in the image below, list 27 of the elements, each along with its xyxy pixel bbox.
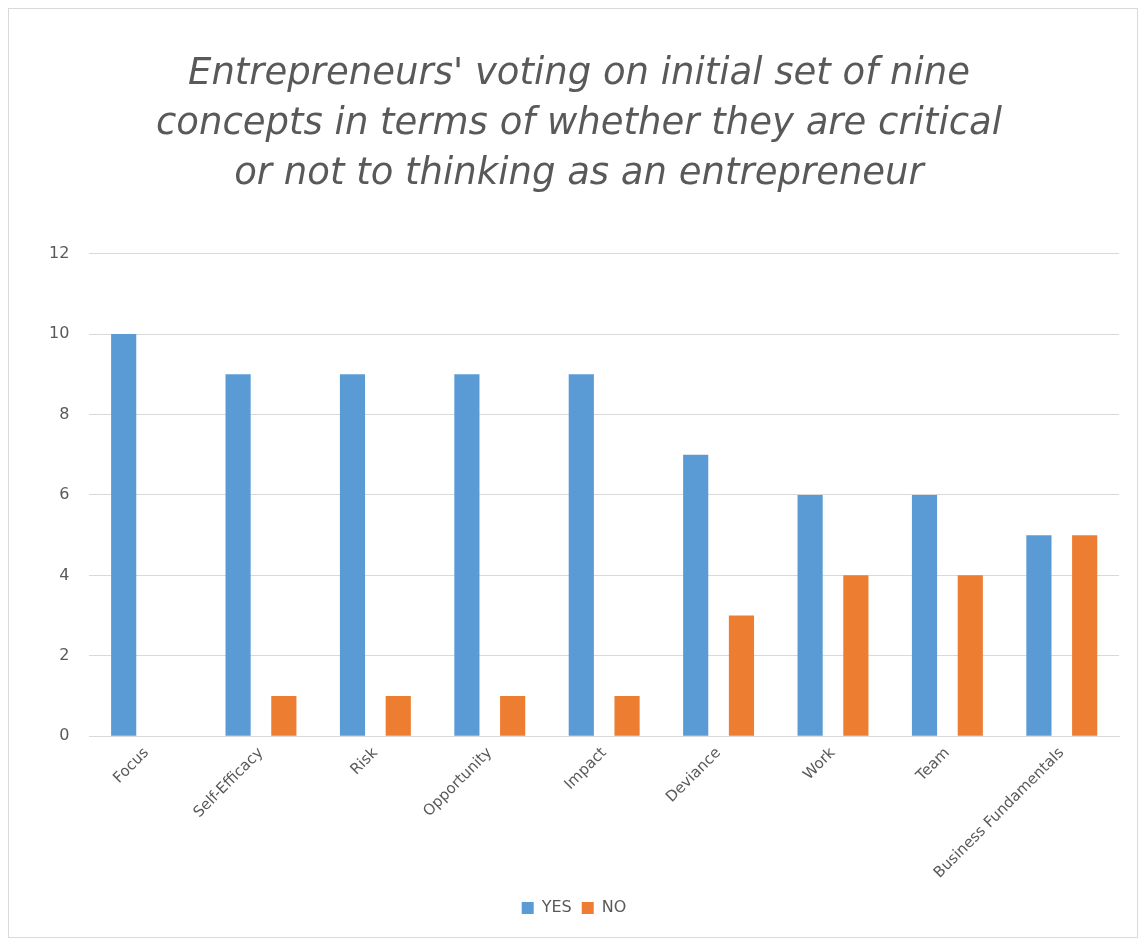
bar (728, 615, 755, 736)
bar (500, 696, 526, 736)
legend-label: NO (601, 897, 627, 917)
bar (225, 374, 251, 736)
bar (271, 696, 297, 736)
y-tick-label: 0 (59, 725, 70, 745)
bar (568, 374, 594, 736)
y-tick-label: 2 (59, 644, 70, 664)
bar (339, 374, 366, 736)
y-tick-label: 8 (59, 403, 70, 423)
bar (111, 334, 137, 736)
y-tick-label: 4 (59, 564, 70, 584)
bar (1072, 535, 1098, 736)
bar (683, 454, 709, 736)
chart-title: Entrepreneurs' voting on initial set of nine concepts in terms of whether they are critical or not to thinking as an entrepreneur (155, 49, 1003, 195)
bar (843, 575, 869, 736)
legend-label: YES (540, 897, 572, 917)
bar (797, 494, 823, 736)
bar (385, 696, 411, 736)
bar (911, 494, 938, 736)
bar (614, 696, 640, 736)
bar (957, 575, 983, 736)
bar (1026, 535, 1052, 736)
bar (454, 374, 480, 736)
y-tick-label: 10 (49, 323, 70, 343)
y-tick-label: 12 (49, 242, 70, 262)
y-tick-label: 6 (59, 484, 70, 504)
